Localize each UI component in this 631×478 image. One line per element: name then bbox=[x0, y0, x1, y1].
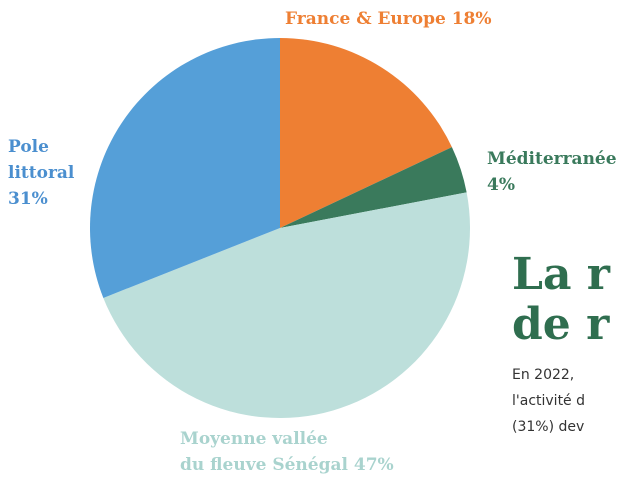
body-line: l'activité d bbox=[512, 393, 586, 409]
value-label: 47% bbox=[353, 455, 394, 475]
body-line: (31%) dev bbox=[512, 419, 585, 435]
heading-line: de r bbox=[512, 299, 610, 350]
slice-label: Méditerranée 4% bbox=[487, 146, 631, 198]
pie-slice bbox=[280, 147, 467, 228]
pie-slice bbox=[103, 192, 471, 419]
slice-label: Moyenne vallée du fleuve Sénégal 47% bbox=[180, 426, 580, 478]
body-text: En 2022, l'activité d (31%) dev bbox=[512, 362, 631, 440]
slice-label: France & Europe 18% bbox=[285, 6, 585, 32]
value-label: 31% bbox=[8, 189, 48, 209]
value-label: 4% bbox=[487, 175, 515, 195]
value-label: 18% bbox=[451, 9, 492, 29]
category-label: Moyenne vallée du fleuve Sénégal bbox=[180, 429, 348, 475]
slice-label: Pole littoral 31% bbox=[8, 134, 78, 212]
category-label: France & Europe bbox=[285, 9, 446, 29]
heading-line: La r bbox=[512, 250, 610, 300]
category-label: Pole littoral bbox=[8, 137, 75, 183]
pie-slice bbox=[280, 38, 452, 228]
category-label: Méditerranée bbox=[487, 149, 617, 169]
pie-slice bbox=[89, 38, 280, 298]
text-panel: La r de r En 2022, l'activité d (31%) de… bbox=[512, 250, 631, 476]
heading: La r de r bbox=[512, 250, 631, 350]
body-line: En 2022, bbox=[512, 367, 575, 383]
